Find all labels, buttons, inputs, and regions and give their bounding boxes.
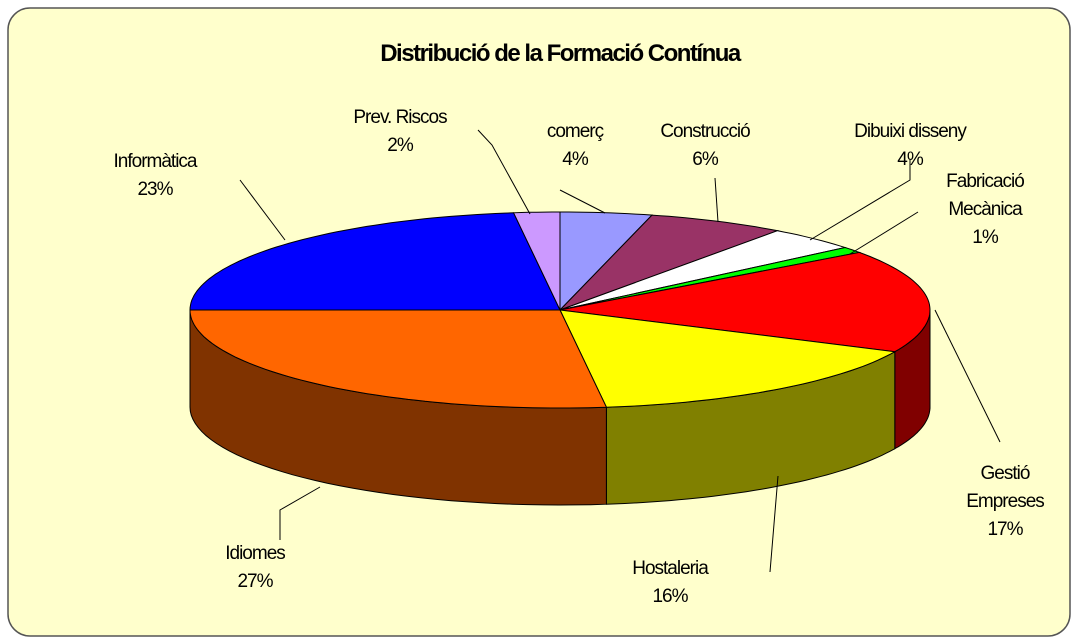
category-label: Idiomes <box>225 543 286 564</box>
leader-line <box>769 475 779 573</box>
value-label: 6% <box>692 149 718 170</box>
pie-slice <box>189 309 608 409</box>
category-label: Gestió Empreses <box>966 463 1045 512</box>
data-label: Prev. Riscos 2% <box>330 104 470 160</box>
chart-title: Distribució de la Formació Contínua <box>380 40 741 67</box>
leader-line <box>849 211 919 255</box>
pie-slice <box>559 309 897 408</box>
value-label: 17% <box>987 519 1023 540</box>
category-label: Hostaleria <box>632 558 709 579</box>
pie-slice <box>512 211 561 311</box>
data-label: comerç 4% <box>530 118 620 174</box>
leader-line <box>279 486 321 540</box>
value-label: 4% <box>897 149 923 170</box>
data-label: Idiomes 27% <box>195 540 315 596</box>
data-label: Hostaleria 16% <box>600 555 740 611</box>
data-label: Dibuixi disseny 4% <box>810 118 1010 174</box>
leader-line <box>477 129 531 215</box>
category-label: Fabricació Mecànica <box>946 171 1025 220</box>
leader-line <box>239 179 286 241</box>
value-label: 4% <box>562 149 588 170</box>
data-label: Gestió Empreses 17% <box>945 460 1065 544</box>
value-label: 1% <box>972 227 998 248</box>
pie-slice <box>559 211 654 312</box>
pie-slice <box>189 212 561 311</box>
pie-slice <box>559 251 931 353</box>
data-label: Fabricació Mecànica 1% <box>920 168 1050 252</box>
value-label: 27% <box>237 571 273 592</box>
leader-line <box>714 177 719 223</box>
leader-line <box>934 309 1001 443</box>
data-label: Construcció 6% <box>640 118 770 174</box>
value-label: 23% <box>137 179 173 200</box>
leader-line <box>559 189 606 214</box>
leader-line <box>809 160 911 241</box>
value-label: 2% <box>387 135 413 156</box>
data-label: Informàtica 23% <box>85 148 225 204</box>
category-label: Prev. Riscos <box>353 107 447 128</box>
category-label: comerç <box>546 121 604 142</box>
category-label: Construcció <box>660 121 750 142</box>
value-label: 16% <box>652 586 688 607</box>
category-label: Dibuixi disseny <box>854 121 967 142</box>
category-label: Informàtica <box>113 151 198 172</box>
